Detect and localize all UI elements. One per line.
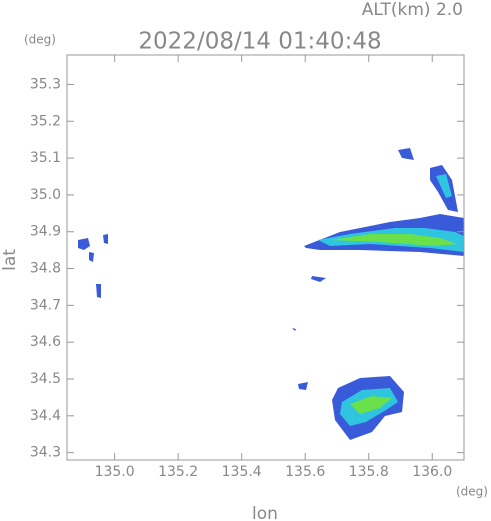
x-tick-label: 135.4 (222, 464, 262, 480)
x-axis-label: lon (252, 504, 278, 521)
x-tick-label: 135.8 (349, 464, 389, 480)
y-tick-label: 34.5 (30, 371, 61, 387)
y-axis-label: lat (0, 249, 20, 271)
y-tick-label: 35.0 (30, 187, 61, 203)
plot-frame (66, 54, 465, 461)
x-unit: (deg) (456, 485, 488, 499)
y-tick-label: 35.2 (30, 113, 61, 129)
y-tick-label: 34.3 (30, 445, 61, 461)
radar-echoes (78, 148, 464, 440)
x-tick-label: 135.2 (158, 464, 198, 480)
x-tick-label: 135.6 (285, 464, 325, 480)
x-tick-label: 135.0 (95, 464, 135, 480)
chart-title: 2022/08/14 01:40:48 (138, 29, 381, 55)
y-tick-label: 34.4 (30, 408, 61, 424)
y-tick-label: 34.9 (30, 224, 61, 240)
y-tick-label: 35.3 (30, 76, 61, 92)
y-tick-label: 34.6 (30, 334, 61, 350)
y-tick-label: 35.1 (30, 150, 61, 166)
subtitle: ALT(km) 2.0 (362, 0, 463, 20)
y-tick-label: 34.7 (30, 297, 61, 313)
y-unit: (deg) (24, 33, 56, 47)
x-tick-label: 136.0 (412, 464, 452, 480)
y-tick-label: 34.8 (30, 261, 61, 277)
